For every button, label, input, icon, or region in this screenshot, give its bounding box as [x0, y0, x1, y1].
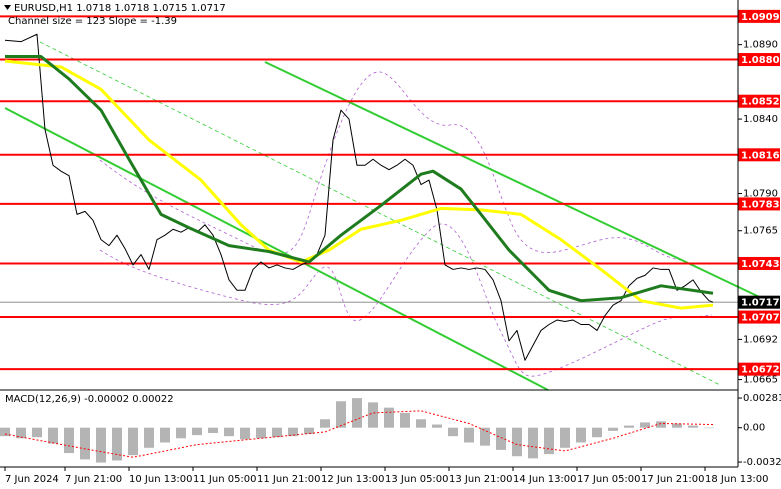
channel-info: Channel size = 123 Slope = -1.39	[8, 16, 177, 27]
macd-y-tick-label: 0.00	[743, 423, 765, 434]
macd-bar	[576, 427, 586, 443]
macd-label: MACD(12,26,9) -0.00002 0.00022	[5, 394, 174, 405]
macd-bar	[448, 427, 458, 437]
y-tick-label: 1.0890	[743, 40, 778, 51]
level-box	[738, 53, 780, 67]
macd-bar	[368, 402, 378, 428]
current-price-label: 1.0717	[741, 298, 780, 309]
levels: 1.0890 1.0840 1.0790 1.0765 1.0692 1.0665 1.09…	[0, 9, 780, 386]
macd-bar	[176, 427, 186, 439]
macd-bar	[240, 427, 250, 440]
level-box	[738, 197, 780, 211]
macd-bar	[608, 427, 618, 431]
x-tick-label: 11 Jun 05:00	[193, 474, 257, 485]
macd-bar	[496, 427, 506, 450]
level-label: 1.0672	[741, 365, 780, 376]
level-label: 1.0880	[741, 55, 780, 66]
macd-bar	[688, 425, 698, 428]
macd-bar	[96, 427, 106, 463]
macd-bar	[16, 427, 26, 439]
macd-bar	[544, 427, 554, 455]
macd-bar	[32, 427, 42, 438]
y-tick-label: 1.0840	[743, 114, 778, 125]
level-box	[738, 9, 780, 23]
level-box	[738, 362, 780, 376]
x-tick-label: 11 Jun 21:00	[257, 474, 321, 485]
macd-y-tick-label: -0.00325	[743, 457, 781, 468]
level-label: 1.0743	[741, 259, 780, 270]
x-tick-label: 17 Jun 05:00	[577, 474, 641, 485]
macd-bar	[0, 427, 10, 437]
x-tick-label: 17 Jun 21:00	[641, 474, 705, 485]
macd-bar	[656, 421, 666, 428]
chart-title: EURUSD,H1 1.0718 1.0718 1.0715 1.0717	[14, 3, 226, 14]
macd-bar	[704, 427, 714, 429]
symbol-icon	[4, 5, 11, 10]
channel-middle	[39, 41, 721, 386]
macd-bar	[304, 427, 314, 435]
x-tick-label: 14 Jun 13:00	[513, 474, 577, 485]
macd-bar	[432, 424, 442, 428]
level-box	[738, 94, 780, 108]
macd-bar	[224, 427, 234, 437]
x-tick-label: 12 Jun 13:00	[321, 474, 385, 485]
level-box	[738, 310, 780, 324]
macd-bar	[48, 427, 58, 444]
macd-bar	[336, 401, 346, 428]
macd-bar	[672, 423, 682, 428]
macd-bar	[160, 427, 170, 443]
x-tick-label: 7 Jun 21:00	[65, 474, 122, 485]
macd-bar	[640, 422, 650, 428]
level-box	[738, 148, 780, 162]
macd-pane: 0.00281 0.00 -0.00325	[0, 393, 781, 468]
y-tick-label: 1.0790	[743, 189, 778, 200]
x-tick-label: 13 Jun 05:00	[385, 474, 449, 485]
macd-bar	[144, 427, 154, 448]
macd-bar	[592, 427, 602, 438]
macd-bar	[208, 427, 218, 433]
ma-fast	[5, 55, 714, 303]
macd-bar	[80, 427, 90, 460]
macd-bar	[480, 427, 490, 446]
macd-bar	[384, 407, 394, 428]
x-tick-label: 10 Jun 13:00	[129, 474, 193, 485]
macd-bar	[320, 419, 330, 428]
macd-y-tick-label: 0.00281	[743, 393, 781, 404]
macd-bar	[560, 427, 570, 448]
x-tick-label: 13 Jun 21:00	[449, 474, 513, 485]
price-line	[4, 33, 714, 361]
level-label: 1.0909	[741, 12, 780, 23]
ma-slow	[4, 59, 714, 310]
band-lower	[99, 223, 713, 377]
macd-bar	[192, 427, 202, 436]
level-label: 1.0783	[741, 199, 780, 210]
level-label: 1.0852	[741, 97, 780, 108]
x-tick-label: 18 Jun 13:00	[705, 474, 769, 485]
macd-bar	[352, 398, 362, 428]
macd-bar	[400, 412, 410, 428]
level-box	[738, 256, 780, 270]
macd-bar	[288, 427, 298, 437]
x-tick-label: 7 Jun 2024	[5, 474, 59, 485]
macd-bar	[256, 427, 266, 439]
y-tick-label: 1.0692	[743, 334, 778, 345]
macd-bar	[464, 427, 474, 443]
macd-bar	[624, 425, 634, 428]
level-label: 1.0707	[741, 313, 780, 324]
macd-bar	[272, 427, 282, 438]
y-tick-label: 1.0765	[743, 226, 778, 237]
macd-bar	[112, 427, 122, 461]
macd-signal	[4, 410, 714, 458]
plot	[4, 33, 714, 361]
macd-bar	[128, 427, 138, 456]
macd-bar	[528, 427, 538, 459]
macd-bar	[64, 427, 74, 454]
level-label: 1.0816	[741, 150, 780, 161]
current-price-box	[738, 295, 780, 309]
macd-bar	[416, 419, 426, 428]
macd-bar	[512, 427, 522, 457]
y-tick-label: 1.0665	[743, 375, 778, 386]
